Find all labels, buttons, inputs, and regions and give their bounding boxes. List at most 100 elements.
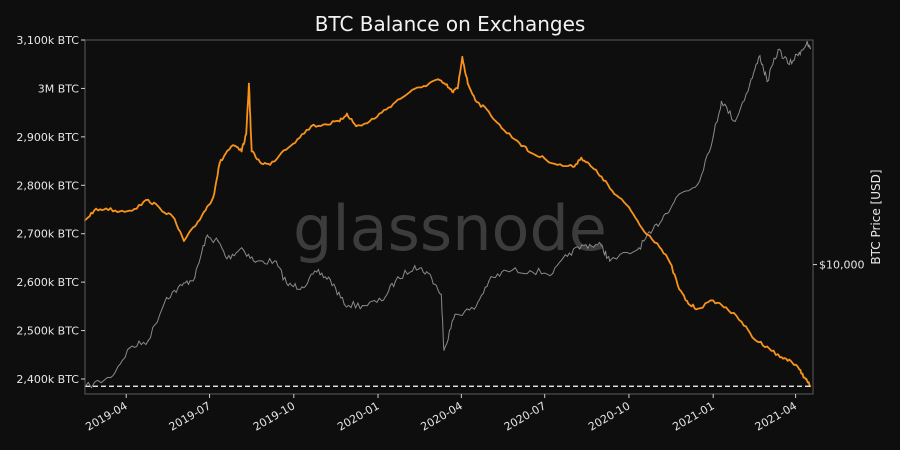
price-point (697, 183, 699, 185)
balance-point (589, 165, 592, 167)
price-point (798, 52, 800, 54)
balance-point (93, 209, 96, 212)
price-point (381, 300, 383, 302)
y-tick-label: 2,700k BTC (16, 228, 79, 241)
price-point (394, 280, 396, 282)
balance-point (487, 110, 490, 113)
balance-point (233, 144, 236, 147)
price-point (343, 303, 345, 305)
balance-point (798, 368, 801, 371)
price-point (636, 249, 638, 251)
balance-point (696, 307, 699, 310)
price-point (749, 83, 751, 85)
balance-point (259, 161, 261, 163)
y-tick-label: 2,400k BTC (16, 373, 79, 386)
price-point (806, 43, 808, 45)
price-point (361, 305, 364, 307)
plot-frame (84, 39, 814, 395)
chart-title: BTC Balance on Exchanges (315, 12, 586, 36)
balance-point (324, 123, 327, 126)
balance-point (366, 122, 368, 125)
price-point (440, 293, 442, 295)
balance-point (409, 90, 411, 93)
price-point (600, 245, 603, 247)
balance-point (779, 356, 781, 359)
balance-point (556, 164, 559, 166)
price-point (414, 265, 416, 267)
price-point (720, 100, 723, 102)
price-point (274, 260, 276, 262)
balance-point (804, 378, 807, 380)
balance-point (203, 211, 205, 213)
balance-point (725, 306, 727, 309)
balance-point (147, 198, 150, 201)
price-point (650, 232, 652, 234)
balance-point (159, 207, 162, 210)
price-point (552, 272, 554, 274)
price-point (766, 80, 768, 83)
balance-point (212, 196, 215, 199)
balance-point (529, 151, 531, 154)
watermark: glassnode (293, 192, 607, 265)
price-point (427, 272, 429, 274)
price-point (568, 252, 571, 254)
balance-point (422, 85, 425, 87)
y-tick-label: 2,900k BTC (16, 131, 79, 144)
balance-point (226, 150, 228, 153)
y-tick-label: 2,800k BTC (16, 179, 79, 192)
y-tick-label: 3M BTC (38, 82, 80, 95)
price-point (301, 286, 303, 288)
price-point (110, 376, 112, 379)
balance-point (248, 82, 250, 85)
price-series (84, 40, 811, 389)
balance-point (456, 87, 459, 90)
balance-point (435, 78, 438, 81)
price-point (217, 240, 219, 242)
price-point (488, 280, 490, 282)
balance-point (628, 206, 630, 209)
balance-point (613, 193, 616, 195)
balance-point (240, 150, 243, 153)
price-point (205, 237, 207, 239)
balance-point (640, 227, 643, 229)
price-point (241, 247, 243, 249)
y-tick-label: 2,600k BTC (16, 276, 79, 289)
balance-point (296, 138, 299, 141)
balance-point (600, 175, 603, 178)
price-point (165, 296, 168, 299)
balance-point (183, 240, 185, 242)
balance-point (444, 83, 447, 86)
price-point (181, 284, 183, 287)
balance-point (543, 157, 546, 160)
price-point (759, 55, 761, 57)
balance-point (687, 303, 690, 305)
price-point (665, 212, 667, 215)
y-tick-label: 3,100k BTC (16, 34, 79, 47)
balance-point (788, 358, 791, 361)
balance-point (133, 208, 136, 210)
balance-point (194, 225, 196, 228)
price-point (454, 313, 456, 315)
price-point (529, 270, 531, 272)
balance-point (451, 90, 454, 93)
balance-point (580, 156, 583, 159)
price-point (809, 48, 811, 50)
balance-point (656, 242, 659, 245)
y-axis: 2,400k BTC 2,500k BTC 2,600k BTC 2,700k BTC… (16, 34, 85, 386)
balance-point (766, 345, 769, 348)
balance-point (346, 112, 348, 115)
price-point (777, 49, 779, 51)
balance-point (105, 207, 107, 210)
balance-point (466, 82, 469, 85)
price-point (788, 63, 790, 66)
price-point (505, 270, 507, 272)
balance-point (282, 149, 285, 152)
y2-tick-label: $10,000 (819, 259, 865, 272)
price-point (473, 308, 475, 310)
balance-point (753, 338, 756, 341)
price-point (329, 279, 331, 281)
balance-point (245, 133, 248, 136)
price-point (226, 258, 228, 260)
